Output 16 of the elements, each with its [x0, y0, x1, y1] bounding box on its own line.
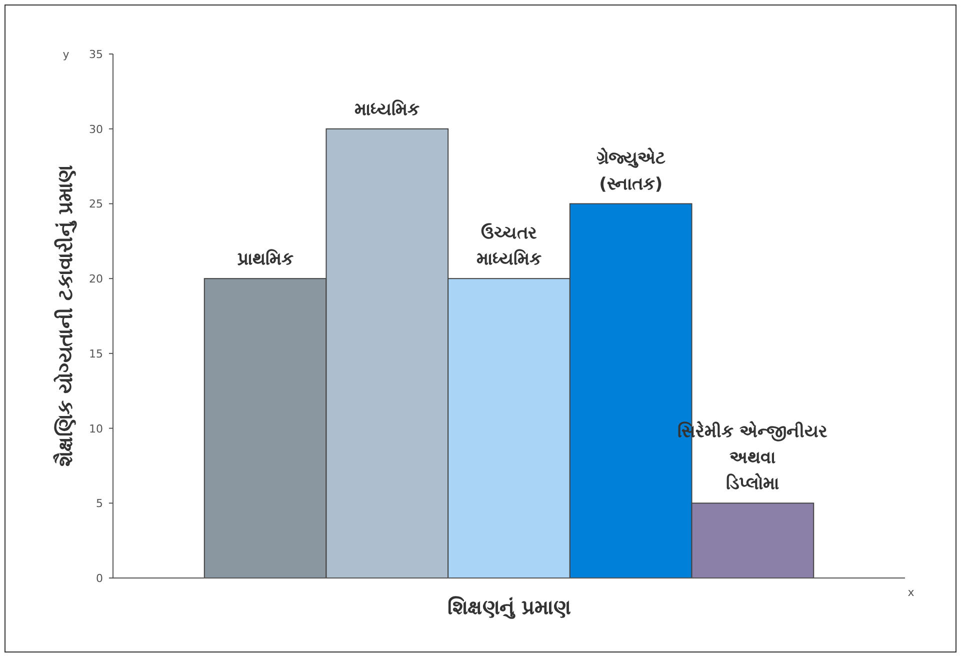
x-tick-label: પ્રાથમિક [237, 248, 294, 270]
x-tick-label: ગ્રેજ્યુએટ (સ્નાતક) [596, 146, 666, 195]
y-axis-title: શૈક્ષણિક યોગ્યતાની ટકાવારીનું પ્રમાણ [53, 164, 77, 466]
x-tick-label: માધ્યમિક [354, 98, 420, 120]
y-tick-label: 30 [89, 122, 103, 136]
x-axis-title: શિક્ષણનું પ્રમાણ [448, 595, 572, 619]
y-tick-label: 10 [89, 422, 103, 436]
y-tick-label: 20 [89, 272, 103, 286]
text: y [62, 48, 70, 61]
y-tick-label: 35 [89, 48, 103, 61]
x-tick-label: ઉચ્ચતર માધ્યમિક [476, 222, 542, 270]
text: x [908, 586, 915, 599]
y-tick-label: 0 [96, 572, 103, 585]
y-tick-label: 15 [89, 347, 103, 360]
y-tick-label: 5 [96, 497, 103, 510]
y-tick-label: 25 [89, 198, 103, 211]
